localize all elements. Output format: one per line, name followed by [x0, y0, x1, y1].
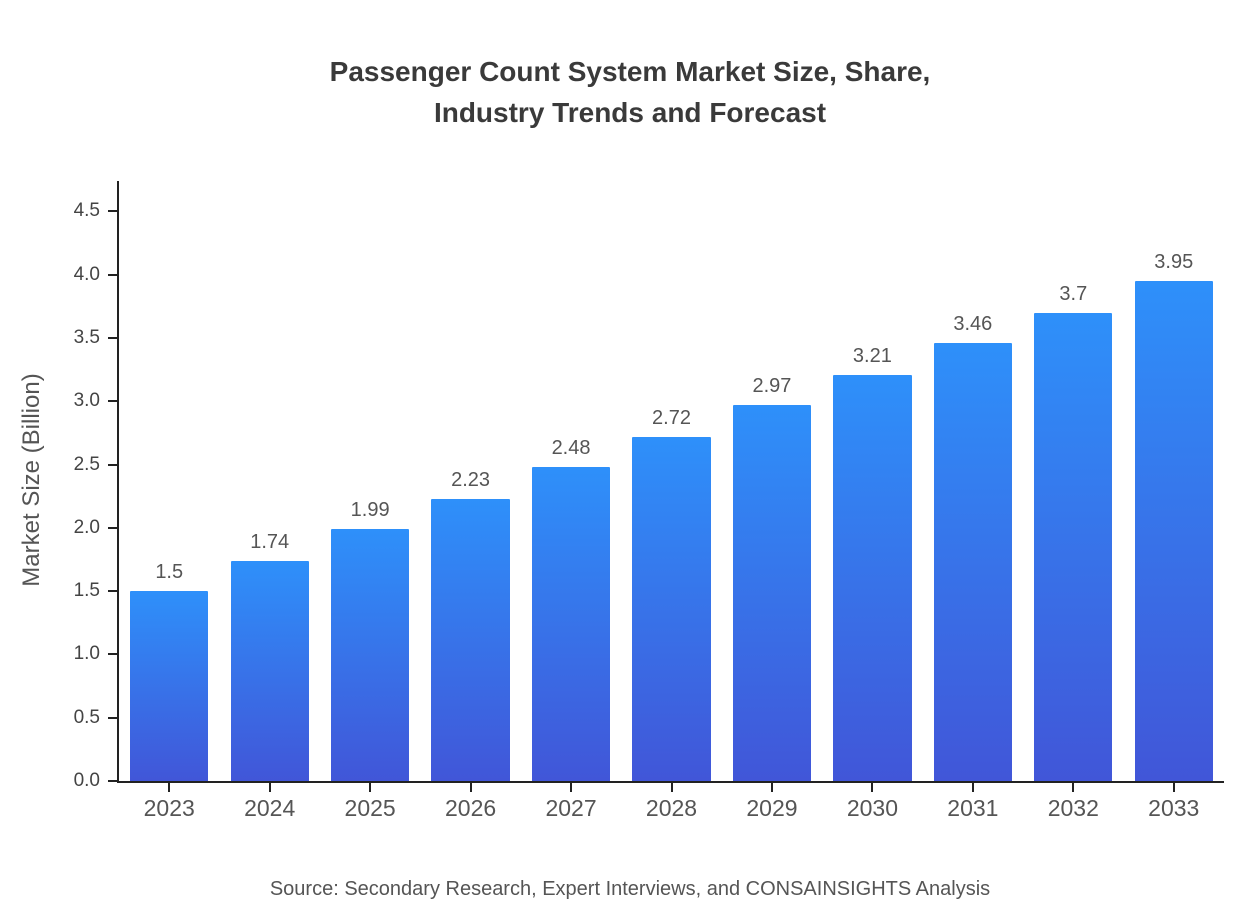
bar [330, 529, 410, 781]
bar-value-label: 3.46 [953, 313, 993, 336]
bar-value-label: 2.23 [451, 468, 491, 491]
bar [431, 498, 510, 781]
bar-value-label: 1.74 [250, 530, 290, 553]
bar [531, 467, 611, 781]
y-tick-label: 1.0 [73, 643, 100, 665]
bar-slot: 1.74 [219, 181, 319, 781]
y-tick-label: 0.5 [73, 706, 100, 728]
bar-value-label: 2.97 [752, 375, 792, 398]
bar-slot: 1.5 [119, 181, 219, 781]
bar-value-label: 2.48 [551, 437, 591, 460]
y-tick-mark [108, 210, 117, 213]
bar-slot: 2.48 [521, 181, 621, 781]
bar [1134, 281, 1213, 781]
y-tick-label: 4.0 [73, 263, 100, 285]
bar-value-label: 3.95 [1154, 251, 1194, 273]
source-note: Source: Secondary Research, Expert Inter… [269, 878, 991, 900]
bar-slot: 2.72 [621, 181, 721, 781]
bar-value-label: 3.7 [1059, 282, 1088, 305]
y-tick-mark [108, 780, 117, 782]
bar [933, 343, 1013, 781]
y-tick-mark [108, 336, 117, 339]
x-tick-mark [168, 783, 171, 792]
x-tick-label: 2033 [1148, 795, 1200, 821]
x-tick-mark [469, 783, 472, 792]
y-tick-mark [108, 463, 117, 466]
y-tick-label: 3.5 [73, 326, 100, 348]
bar-slot: 3.21 [822, 181, 922, 781]
bar-value-label: 1.5 [155, 561, 184, 584]
x-tick-mark [268, 783, 271, 792]
plot-area: 1.5 1.74 1.99 2.23 2.48 2.72 2.97 3.21 3.46 3.7 3.… [74, 181, 1224, 821]
bar [230, 560, 309, 781]
bar [130, 591, 209, 781]
bar-slot: 1.99 [320, 181, 420, 781]
x-tick-label: 2030 [846, 795, 898, 821]
x-tick-label: 2028 [645, 795, 698, 821]
x-tick-mark [871, 783, 874, 792]
x-tick-mark [369, 783, 372, 792]
x-tick-mark [1172, 783, 1175, 792]
bars-container: 1.5 1.74 1.99 2.23 2.48 2.72 2.97 3.21 3.46 3.7 3.… [119, 181, 1224, 781]
x-tick-label: 2023 [143, 795, 195, 821]
bar-slot: 3.7 [1023, 181, 1123, 781]
x-tick-label: 2032 [1047, 795, 1099, 821]
y-tick-label: 3.0 [73, 390, 100, 412]
chart-title-line1: Passenger Count System Market Size, Shar… [329, 56, 931, 87]
y-tick-mark [108, 590, 117, 593]
x-tick-label: 2031 [947, 795, 999, 821]
y-axis-label: Market Size (Billion) [18, 373, 45, 587]
y-tick-mark [108, 400, 117, 403]
x-tick-mark [670, 783, 673, 792]
y-tick-mark [108, 716, 117, 719]
bar [1034, 312, 1113, 781]
x-tick-mark [770, 783, 773, 792]
bar-slot: 2.97 [722, 181, 822, 781]
bar-slot: 3.95 [1124, 181, 1224, 781]
x-tick-label: 2027 [545, 795, 597, 821]
x-tick-label: 2026 [444, 795, 497, 821]
bar-value-label: 3.21 [852, 344, 892, 367]
y-tick-label: 1.5 [73, 580, 100, 602]
y-tick-mark [108, 273, 117, 276]
bar-slot: 2.23 [420, 181, 520, 781]
y-tick-mark [108, 526, 117, 529]
bar [732, 405, 812, 781]
x-tick-mark [1072, 783, 1075, 792]
bar-slot: 3.46 [923, 181, 1023, 781]
chart-title: Passenger Count System Market Size, Shar… [0, 52, 1260, 133]
x-tick-label: 2024 [244, 795, 296, 821]
y-tick-mark [108, 653, 117, 656]
y-tick-label: 2.0 [73, 516, 100, 538]
bar-value-label: 2.72 [652, 406, 691, 429]
y-tick-label: 4.5 [73, 200, 100, 222]
bar [632, 436, 711, 781]
x-tick-mark [971, 783, 974, 792]
y-tick-label: 2.5 [73, 453, 100, 475]
x-tick-mark [570, 783, 573, 792]
bar [833, 374, 912, 781]
chart-title-line2: Industry Trends and Forecast [433, 96, 827, 128]
x-tick-label: 2029 [746, 795, 798, 821]
x-tick-label: 2025 [344, 795, 396, 821]
y-tick-label: 0.0 [73, 770, 100, 791]
bar-value-label: 1.99 [350, 499, 390, 522]
